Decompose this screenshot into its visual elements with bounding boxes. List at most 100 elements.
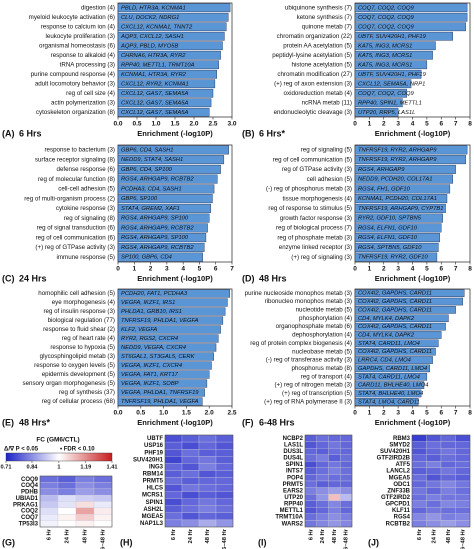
heatmap-cell [426, 493, 442, 501]
column-label: 6 Hr [47, 528, 53, 540]
gene-label: GTF2IRD2 [381, 495, 411, 501]
category-label: response to bacterium (3) [44, 147, 115, 154]
gene-label: RCBTB2 [386, 521, 411, 527]
bar [117, 343, 217, 352]
bar [117, 289, 230, 298]
bar-gene-label: CXCL12, KCNMA1, TNNT2 [121, 24, 193, 30]
heatmap-cell [328, 441, 341, 449]
category-label: (+) reg of nitrogen metab (3) [274, 382, 352, 389]
heatmap-cell [328, 474, 341, 482]
bar [117, 88, 214, 98]
bar [354, 356, 433, 364]
bar-gene-label: CXCL12, GAS7, SEMA5A [121, 91, 188, 97]
bar-gene-label: RGS4, ELFN1, GDF10 [358, 225, 418, 231]
heatmap-cell [39, 494, 59, 502]
heatmap-cell [340, 467, 353, 475]
heatmap-cell [198, 484, 217, 492]
bar [354, 31, 453, 41]
category-label: reg of protein complex biogenesis (4) [250, 340, 352, 347]
heatmap-cell [164, 456, 183, 464]
heatmap-cell [455, 487, 471, 495]
gene-label: UBTF [147, 436, 163, 442]
gene-label: UBIAD1 [16, 496, 39, 502]
bar [117, 325, 221, 334]
x-tick-label: 0.0 [113, 121, 122, 128]
heatmap-cell [198, 434, 217, 443]
gene-label: HLCS [147, 486, 163, 492]
bar-gene-label: RGS4, FH1, GDF10 [358, 186, 411, 192]
heatmap-cell [181, 498, 200, 506]
heatmap-cell [57, 488, 77, 496]
bar-gene-label: RGS4, ARHGAP9 [358, 167, 405, 173]
bar [354, 79, 412, 89]
category-label: phosphorylation (4) [299, 315, 352, 322]
bar-gene-label: UTP20, RRP5, LAS1L [358, 110, 415, 116]
gene-label: ASH2L [143, 507, 163, 513]
heatmap-cell [411, 480, 427, 488]
heatmap-cell [340, 480, 353, 488]
heatmap-cell [39, 475, 59, 483]
x-tick-label: 0.5 [136, 410, 145, 417]
column-label: 6–48 Hr [460, 528, 466, 549]
category-label: ubiquinone synthesis (7) [285, 4, 352, 11]
bar [117, 307, 226, 316]
x-tick-label: 1.0 [159, 410, 168, 417]
bar-gene-label: VEGFA, IKZF1, IRS1 [121, 300, 175, 306]
column-label: 6–48 Hr [222, 528, 228, 549]
category-label: surface receptor signaling (8) [35, 156, 115, 163]
bar [117, 184, 215, 194]
x-tick-label: 1.5 [170, 121, 179, 128]
heatmap-cell [455, 467, 471, 475]
heatmap-cell [328, 500, 341, 508]
heatmap-cell [198, 449, 217, 457]
heatmap-cell [215, 434, 234, 443]
heatmap-cell [75, 501, 95, 509]
category-label: reg of insulin response (3) [43, 308, 115, 315]
category-label: endonucleolytic cleavage (3) [274, 109, 352, 116]
gene-label: MCRS1 [142, 493, 164, 499]
bar [354, 223, 442, 233]
bar [117, 50, 221, 60]
category-label: epidermis development (5) [42, 371, 115, 378]
category-label: defense response (6) [57, 166, 115, 173]
gene-label: METTL1 [280, 508, 304, 514]
bar-gene-label: KAT5, ING3, MCRS1 [358, 53, 412, 59]
heatmap-cell [198, 519, 217, 528]
heatmap-cell [440, 513, 456, 521]
category-label: actin polymerization (3) [51, 99, 115, 106]
category-label: reg of signaling (8) [64, 215, 115, 222]
category-label: tRNA processing (3) [60, 61, 115, 68]
heatmap-cell [93, 514, 113, 521]
bar-gene-label: TNFRSF19, RYR2, ARHGAP9 [358, 157, 437, 163]
x-tick-label: 5 [198, 266, 202, 273]
heatmap-cell [75, 475, 95, 483]
bar [117, 213, 210, 223]
gene-label: UTP20 [284, 495, 303, 501]
category-label: immune response (5) [57, 254, 115, 261]
panel-label: (I) [258, 537, 267, 547]
column-label: 48 Hr [446, 528, 452, 543]
heatmap-cell [39, 488, 59, 496]
heatmap-cell [57, 520, 77, 528]
category-label: reg of biological process (7) [276, 225, 352, 232]
gene-label: PHF19 [144, 450, 163, 456]
x-tick-label: 1.0 [151, 121, 160, 128]
bar [117, 60, 219, 70]
category-label: sensory organ morphogenesis (5) [22, 380, 115, 387]
heatmap-cell [440, 461, 456, 469]
heatmap-cell [411, 500, 427, 508]
bar-gene-label: KLF2, VEGFA [121, 327, 157, 333]
gene-label: SUV420H1 [380, 449, 411, 455]
heatmap-cell [328, 480, 341, 488]
bar-gene-label: RGS4, ELFN1, GDF10 [358, 235, 418, 241]
heatmap-cell [440, 474, 456, 482]
heatmap-cell [304, 487, 317, 495]
gene-label: COQ4 [21, 483, 39, 489]
bar-gene-label: RGS4, SPTBN5, GDF10 [358, 245, 422, 251]
heatmap-cell [215, 512, 234, 521]
bar-gene-label: PBLD, HTR3A, KCNMA1 [121, 5, 186, 11]
colorbar-note: • FDR < 0.10 [60, 447, 95, 453]
heatmap-cell [304, 493, 317, 501]
heatmap-cell [316, 447, 329, 455]
bar [117, 41, 223, 51]
